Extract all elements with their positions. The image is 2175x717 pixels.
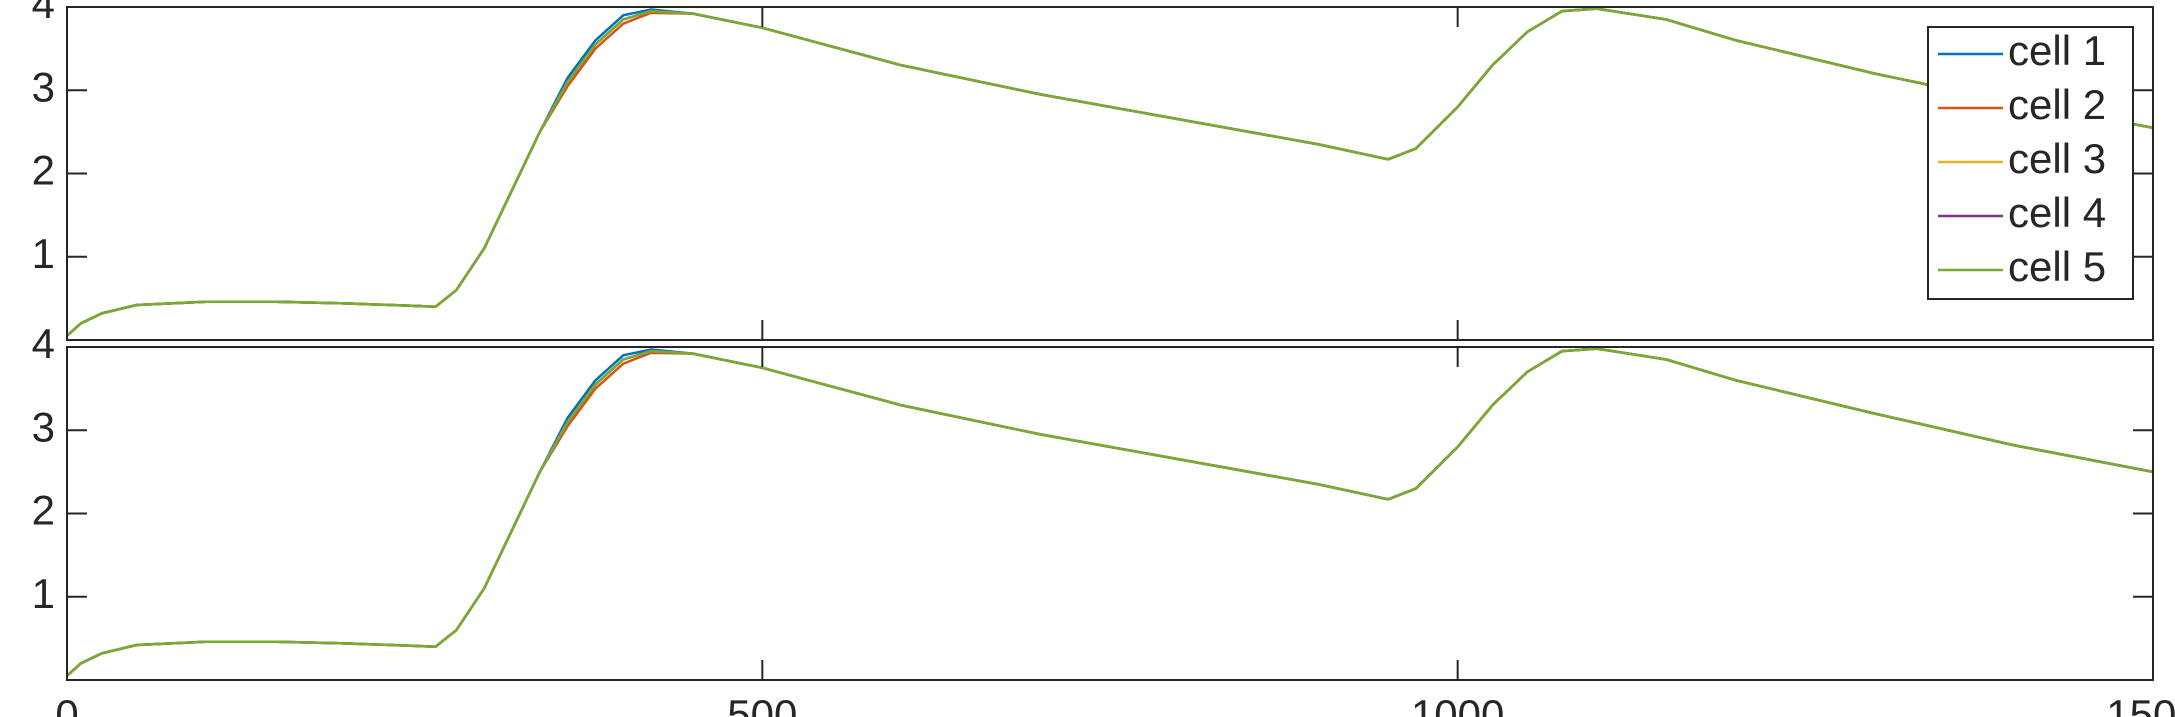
y-tick-label: 1 xyxy=(32,230,55,277)
legend-text: cell 4 xyxy=(2008,189,2106,236)
data-line xyxy=(66,347,2154,677)
y-tick-label: 3 xyxy=(32,403,55,450)
y-tick-label: 2 xyxy=(32,487,55,534)
y-tick-label: 2 xyxy=(32,147,55,194)
y-tick-label: 4 xyxy=(32,0,55,27)
legend-text: cell 1 xyxy=(2008,27,2106,74)
y-tick-label: 4 xyxy=(32,320,55,367)
y-tick-label: 3 xyxy=(32,63,55,110)
data-line xyxy=(66,7,2154,337)
legend-text: cell 3 xyxy=(2008,135,2106,182)
x-tick-label: 1500 xyxy=(2106,691,2175,717)
legend-text: cell 5 xyxy=(2008,243,2106,290)
x-tick-label: 500 xyxy=(727,691,797,717)
plot-area xyxy=(67,7,2153,340)
x-tick-label: 0 xyxy=(55,691,78,717)
plot-area xyxy=(67,347,2153,680)
x-tick-label: 1000 xyxy=(1411,691,1504,717)
legend-text: cell 2 xyxy=(2008,81,2106,128)
y-tick-label: 1 xyxy=(32,570,55,617)
